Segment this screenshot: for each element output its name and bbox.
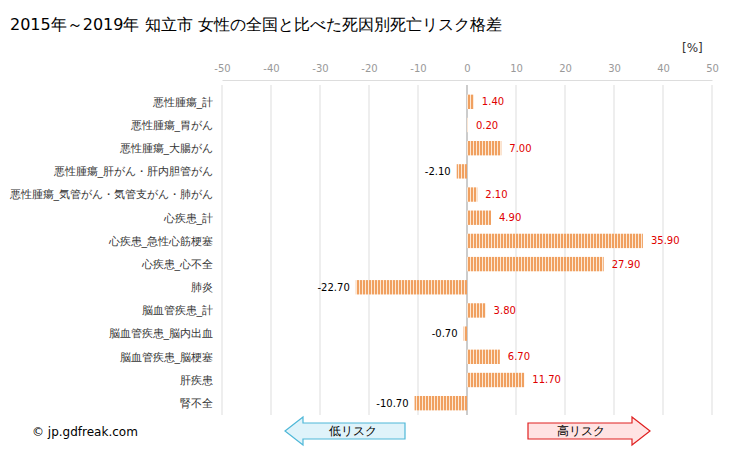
- category-label: 悪性腫瘍_大腸がん: [119, 142, 214, 155]
- data-label: 27.90: [612, 259, 641, 270]
- data-label: -0.70: [432, 328, 458, 339]
- data-label: 3.80: [494, 305, 516, 316]
- watermark: © jp.gdfreak.com: [32, 425, 138, 439]
- category-label: 心疾患_計: [163, 212, 214, 225]
- bar: [467, 187, 477, 201]
- arrow-shape: [285, 417, 405, 445]
- x-axis: -50 -40 -30 -20 -10 0 10 20 30 40 50: [214, 63, 719, 81]
- tick: 30: [608, 63, 621, 80]
- grid-line: [712, 85, 713, 415]
- tick: -10: [410, 63, 426, 80]
- tick-label: -40: [263, 63, 279, 74]
- tick-label: -10: [410, 63, 426, 74]
- tick: 50: [706, 63, 719, 80]
- bar: [467, 211, 491, 225]
- tick-label: -50: [214, 63, 230, 74]
- tick: -40: [263, 63, 279, 80]
- tick: -30: [312, 63, 328, 80]
- arrow-shape: [528, 417, 650, 445]
- axis-title: [%]: [682, 41, 703, 55]
- data-label: 11.70: [532, 374, 561, 385]
- annotation: 高リスク: [557, 424, 605, 438]
- category-label: 悪性腫瘍_計: [152, 96, 214, 109]
- bar: [464, 326, 467, 340]
- bar: [467, 95, 474, 109]
- category-label: 脳血管疾患_計: [142, 304, 214, 317]
- bar: [467, 373, 524, 387]
- grid: [222, 85, 712, 415]
- bar: [467, 118, 469, 132]
- category-label: 脳血管疾患_脳梗塞: [120, 351, 214, 364]
- category-label: 心疾患_急性心筋梗塞: [108, 235, 214, 248]
- tick: 40: [657, 63, 670, 80]
- category-label: 肺炎: [191, 281, 213, 294]
- tick: 10: [510, 63, 523, 80]
- tick: -20: [361, 63, 377, 80]
- bar: [467, 234, 643, 248]
- tick-label: 20: [559, 63, 572, 74]
- data-label: 0.20: [476, 120, 498, 131]
- grid-line: [614, 85, 615, 415]
- data-label: 2.10: [485, 189, 507, 200]
- data-label: 35.90: [651, 235, 680, 246]
- tick: 0: [464, 63, 470, 80]
- data-label: -10.70: [376, 398, 408, 409]
- bar: [467, 350, 500, 364]
- data-label: -22.70: [318, 282, 350, 293]
- bar: [356, 280, 467, 294]
- high-risk-arrow: 高リスク: [528, 417, 650, 445]
- low-risk-arrow: 低リスク: [285, 417, 405, 445]
- bar: [415, 396, 467, 410]
- tick: -50: [214, 63, 230, 80]
- tick-label: -30: [312, 63, 328, 74]
- annotation: 低リスク: [329, 424, 377, 438]
- tick-label: -20: [361, 63, 377, 74]
- grid-line: [418, 85, 419, 415]
- data-labels: 1.40 0.20 7.00 -2.10 2.10 4.90 35.90 27.90 -22.7…: [318, 96, 680, 408]
- category-label: 腎不全: [180, 397, 213, 410]
- grid-line: [222, 85, 223, 415]
- title: 2015年～2019年 知立市 女性の全国と比べた死因別死亡リスク格差: [10, 15, 502, 34]
- bar: [467, 303, 486, 317]
- category-label: 悪性腫瘍_肝がん・肝内胆管がん: [53, 165, 214, 178]
- bar: [467, 141, 501, 155]
- category-label: 脳血管疾患_脳内出血: [109, 327, 214, 340]
- data-label: 4.90: [499, 212, 521, 223]
- grid-line: [516, 85, 517, 415]
- tick-label: 40: [657, 63, 670, 74]
- bar: [467, 257, 604, 271]
- grid-line: [467, 85, 468, 415]
- axis-line: [223, 80, 713, 81]
- y-axis: 悪性腫瘍_計悪性腫瘍_胃がん悪性腫瘍_大腸がん悪性腫瘍_肝がん・肝内胆管がん悪性…: [9, 96, 214, 410]
- tick-label: 50: [706, 63, 719, 74]
- category-label: 悪性腫瘍_胃がん: [130, 119, 214, 132]
- bar: [457, 164, 467, 178]
- chart: 2015年～2019年 知立市 女性の全国と比べた死因別死亡リスク格差 [%] -5…: [0, 0, 729, 450]
- grid-line: [320, 85, 321, 415]
- category-label: 心疾患_心不全: [141, 258, 214, 271]
- grid-line: [271, 85, 272, 415]
- grid-line: [369, 85, 370, 415]
- bars: [356, 95, 643, 411]
- tick-label: 0: [464, 63, 470, 74]
- tick-label: 10: [510, 63, 523, 74]
- tick-label: 30: [608, 63, 621, 74]
- category-label: 悪性腫瘍_気管がん・気管支がん・肺がん: [9, 188, 214, 201]
- data-label: 7.00: [509, 143, 531, 154]
- data-label: -2.10: [425, 166, 451, 177]
- data-label: 6.70: [508, 351, 530, 362]
- grid-line: [565, 85, 566, 415]
- data-label: 1.40: [482, 96, 504, 107]
- category-label: 肝疾患: [180, 374, 213, 387]
- grid-line: [663, 85, 664, 415]
- tick: 20: [559, 63, 572, 80]
